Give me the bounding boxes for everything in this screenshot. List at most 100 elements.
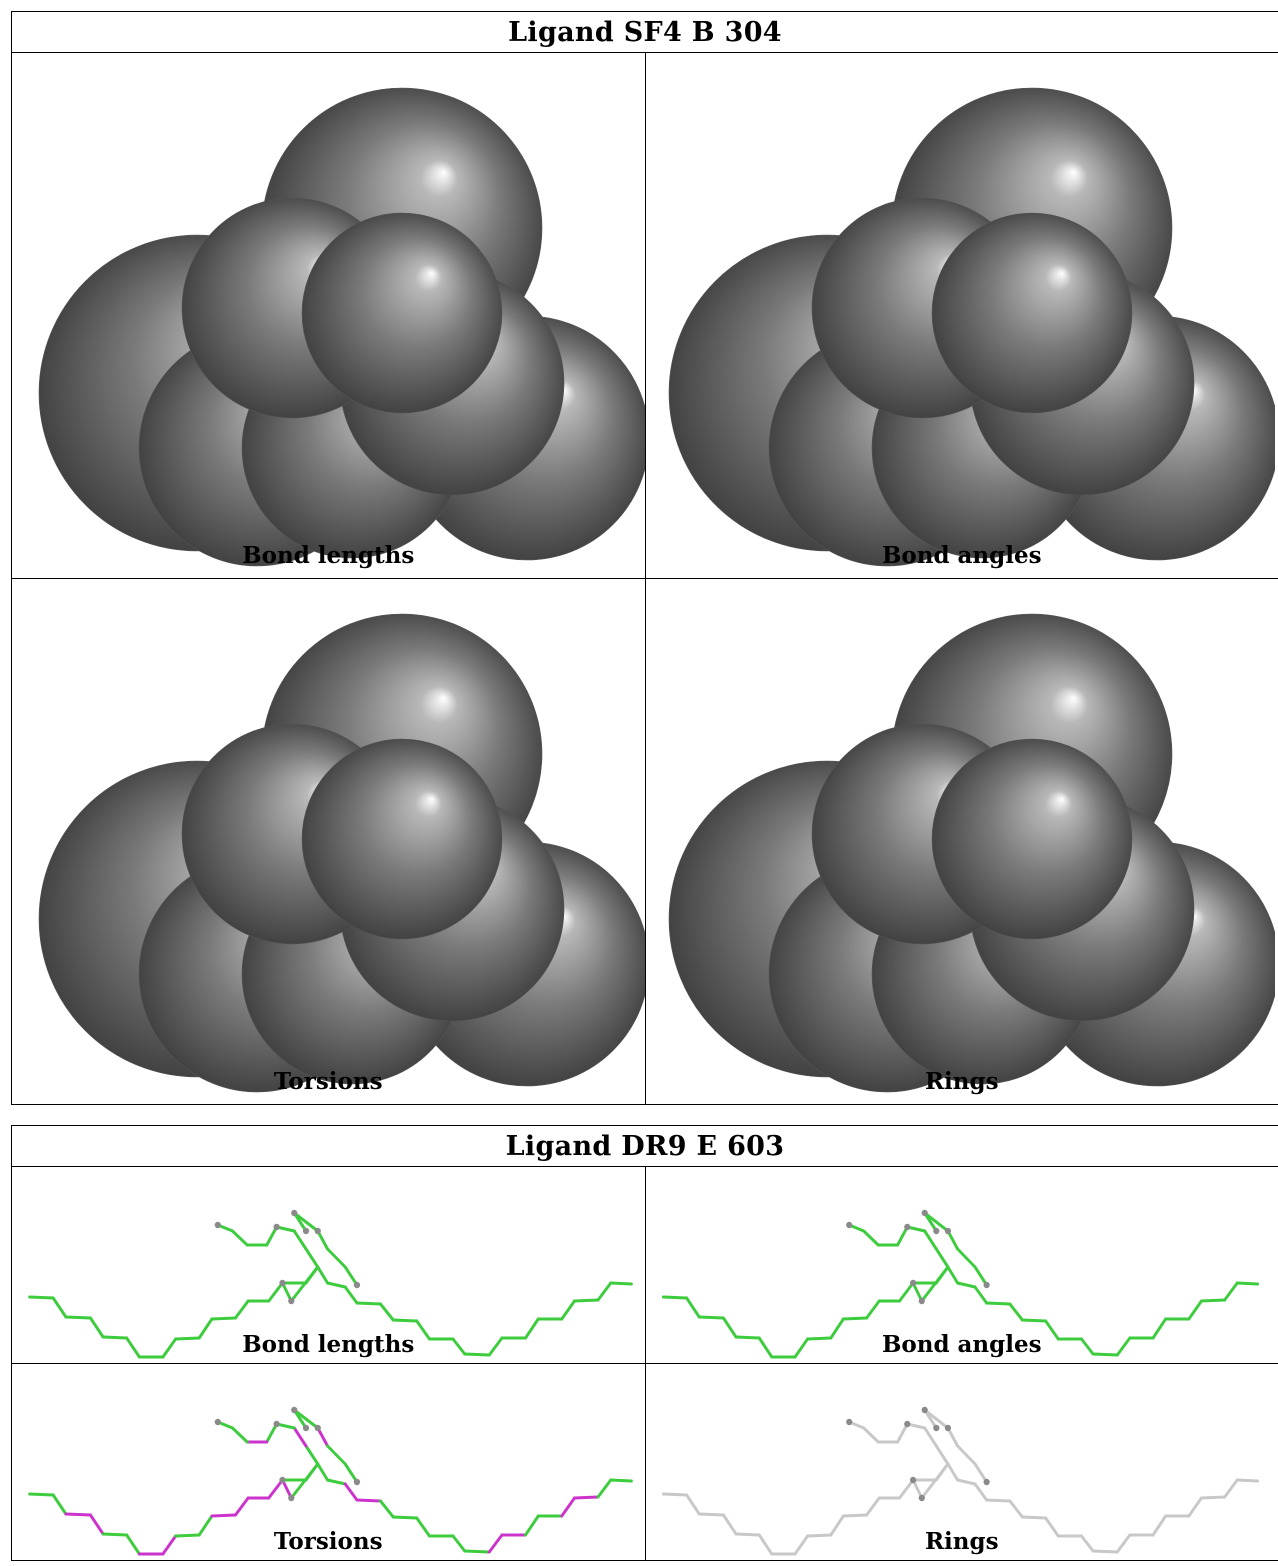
atom-dot: [273, 1420, 280, 1428]
bond-stick: [161, 1337, 178, 1359]
bond-stick: [415, 1516, 431, 1538]
bond-stick: [101, 1532, 129, 1537]
atom-dot: [845, 1418, 852, 1426]
bond-stick: [973, 1285, 988, 1305]
bond-stick: [1079, 1337, 1095, 1356]
bond-stick: [911, 1281, 923, 1303]
bond-stick: [793, 1534, 809, 1556]
bond-stick: [64, 1512, 92, 1517]
bond-stick: [343, 1285, 359, 1305]
panel-rings: Rings: [644, 1363, 1278, 1561]
panel-caption: Rings: [924, 1528, 999, 1555]
atom-dot: [214, 1418, 221, 1426]
bond-stick: [316, 1462, 330, 1482]
bond-stick: [210, 1513, 237, 1518]
atom-dot: [302, 1424, 310, 1432]
bond-stick: [326, 1478, 347, 1486]
bond-stick: [841, 1316, 868, 1321]
bond-stick: [596, 1281, 613, 1302]
bond-stick: [281, 1281, 293, 1303]
bond-stick: [573, 1298, 600, 1303]
bond-stick: [1007, 1499, 1024, 1519]
bond-stick: [316, 1426, 330, 1448]
bond-stick: [1115, 1533, 1131, 1554]
atom-dot: [944, 1227, 951, 1235]
bond-stick: [343, 1265, 359, 1287]
bond-stick: [984, 1498, 1011, 1503]
bond-stick: [841, 1513, 868, 1518]
bond-stick: [955, 1478, 976, 1486]
bond-stick: [28, 1492, 55, 1497]
panel-caption: Bond angles: [881, 1331, 1042, 1358]
bond-stick: [973, 1265, 988, 1287]
bond-stick: [125, 1336, 141, 1359]
bond-stick: [326, 1444, 347, 1466]
bond-stick: [1115, 1336, 1131, 1357]
bond-stick: [289, 1462, 320, 1500]
dr9-stick-image: [28, 1406, 633, 1556]
atom-dot: [302, 1227, 310, 1235]
bond-stick: [609, 1478, 633, 1483]
bond-stick: [560, 1496, 576, 1518]
atom-dot: [932, 1227, 939, 1235]
bond-stick: [463, 1549, 491, 1554]
atom-dot: [279, 1279, 286, 1287]
bond-stick: [945, 1426, 959, 1448]
bond-stick: [64, 1315, 92, 1320]
atom-dot: [273, 1223, 280, 1231]
bond-stick: [88, 1316, 105, 1339]
atom-dot: [983, 1281, 990, 1289]
bond-stick: [304, 1444, 320, 1466]
atom-dot: [983, 1478, 990, 1486]
bond-stick: [415, 1319, 431, 1341]
bond-stick: [596, 1478, 613, 1499]
bond-stick: [911, 1478, 923, 1500]
bond-stick: [864, 1496, 881, 1517]
atom-dot: [909, 1476, 916, 1484]
bond-stick: [304, 1247, 320, 1269]
atom-dot: [903, 1223, 910, 1231]
bond-stick: [1043, 1516, 1060, 1538]
bond-stick: [734, 1532, 761, 1537]
bond-stick: [451, 1534, 467, 1553]
panel-bond-lengths: Bond lengths: [11, 52, 646, 579]
ligand-title: Ligand DR9 E 603: [11, 1125, 1278, 1167]
bond-stick: [267, 1478, 284, 1500]
sf4-spacefill-image: [38, 613, 645, 1093]
atom-dot: [214, 1221, 221, 1229]
atom-dot: [353, 1281, 361, 1289]
panel-caption: Bond lengths: [242, 1331, 415, 1358]
bond-stick: [861, 1229, 880, 1247]
atom-dot: [932, 1424, 939, 1432]
bond-stick: [88, 1513, 105, 1536]
atom-dot: [288, 1297, 295, 1305]
atom-dot: [279, 1476, 286, 1484]
bond-stick: [1151, 1514, 1167, 1537]
bond-stick: [197, 1317, 214, 1340]
atom-sphere: [301, 738, 503, 940]
bond-stick: [922, 1211, 949, 1233]
atom-dot: [845, 1221, 852, 1229]
bond-stick: [1007, 1302, 1024, 1322]
bond-stick: [864, 1299, 881, 1320]
bond-stick: [265, 1225, 279, 1247]
sf4-spacefill-image: [668, 87, 1275, 567]
ligand-table-dr9: Ligand DR9 E 603 Bond lengths Bond angle…: [11, 1125, 1278, 1561]
atom-dot: [903, 1420, 910, 1428]
bond-stick: [922, 1426, 938, 1448]
bond-stick: [161, 1534, 178, 1556]
bond-stick: [757, 1336, 773, 1359]
panel-caption: Bond angles: [881, 542, 1042, 569]
atom-sphere: [931, 212, 1132, 414]
atom-dot: [314, 1424, 321, 1432]
bond-stick: [487, 1533, 504, 1554]
bond-stick: [934, 1247, 949, 1269]
panel-torsions: Torsions: [11, 578, 646, 1105]
bond-stick: [391, 1318, 419, 1323]
bond-stick: [955, 1444, 976, 1466]
bond-stick: [1043, 1319, 1060, 1341]
bond-stick: [343, 1462, 359, 1484]
bond-stick: [292, 1229, 308, 1251]
bond-stick: [828, 1317, 845, 1340]
bond-stick: [734, 1335, 761, 1340]
